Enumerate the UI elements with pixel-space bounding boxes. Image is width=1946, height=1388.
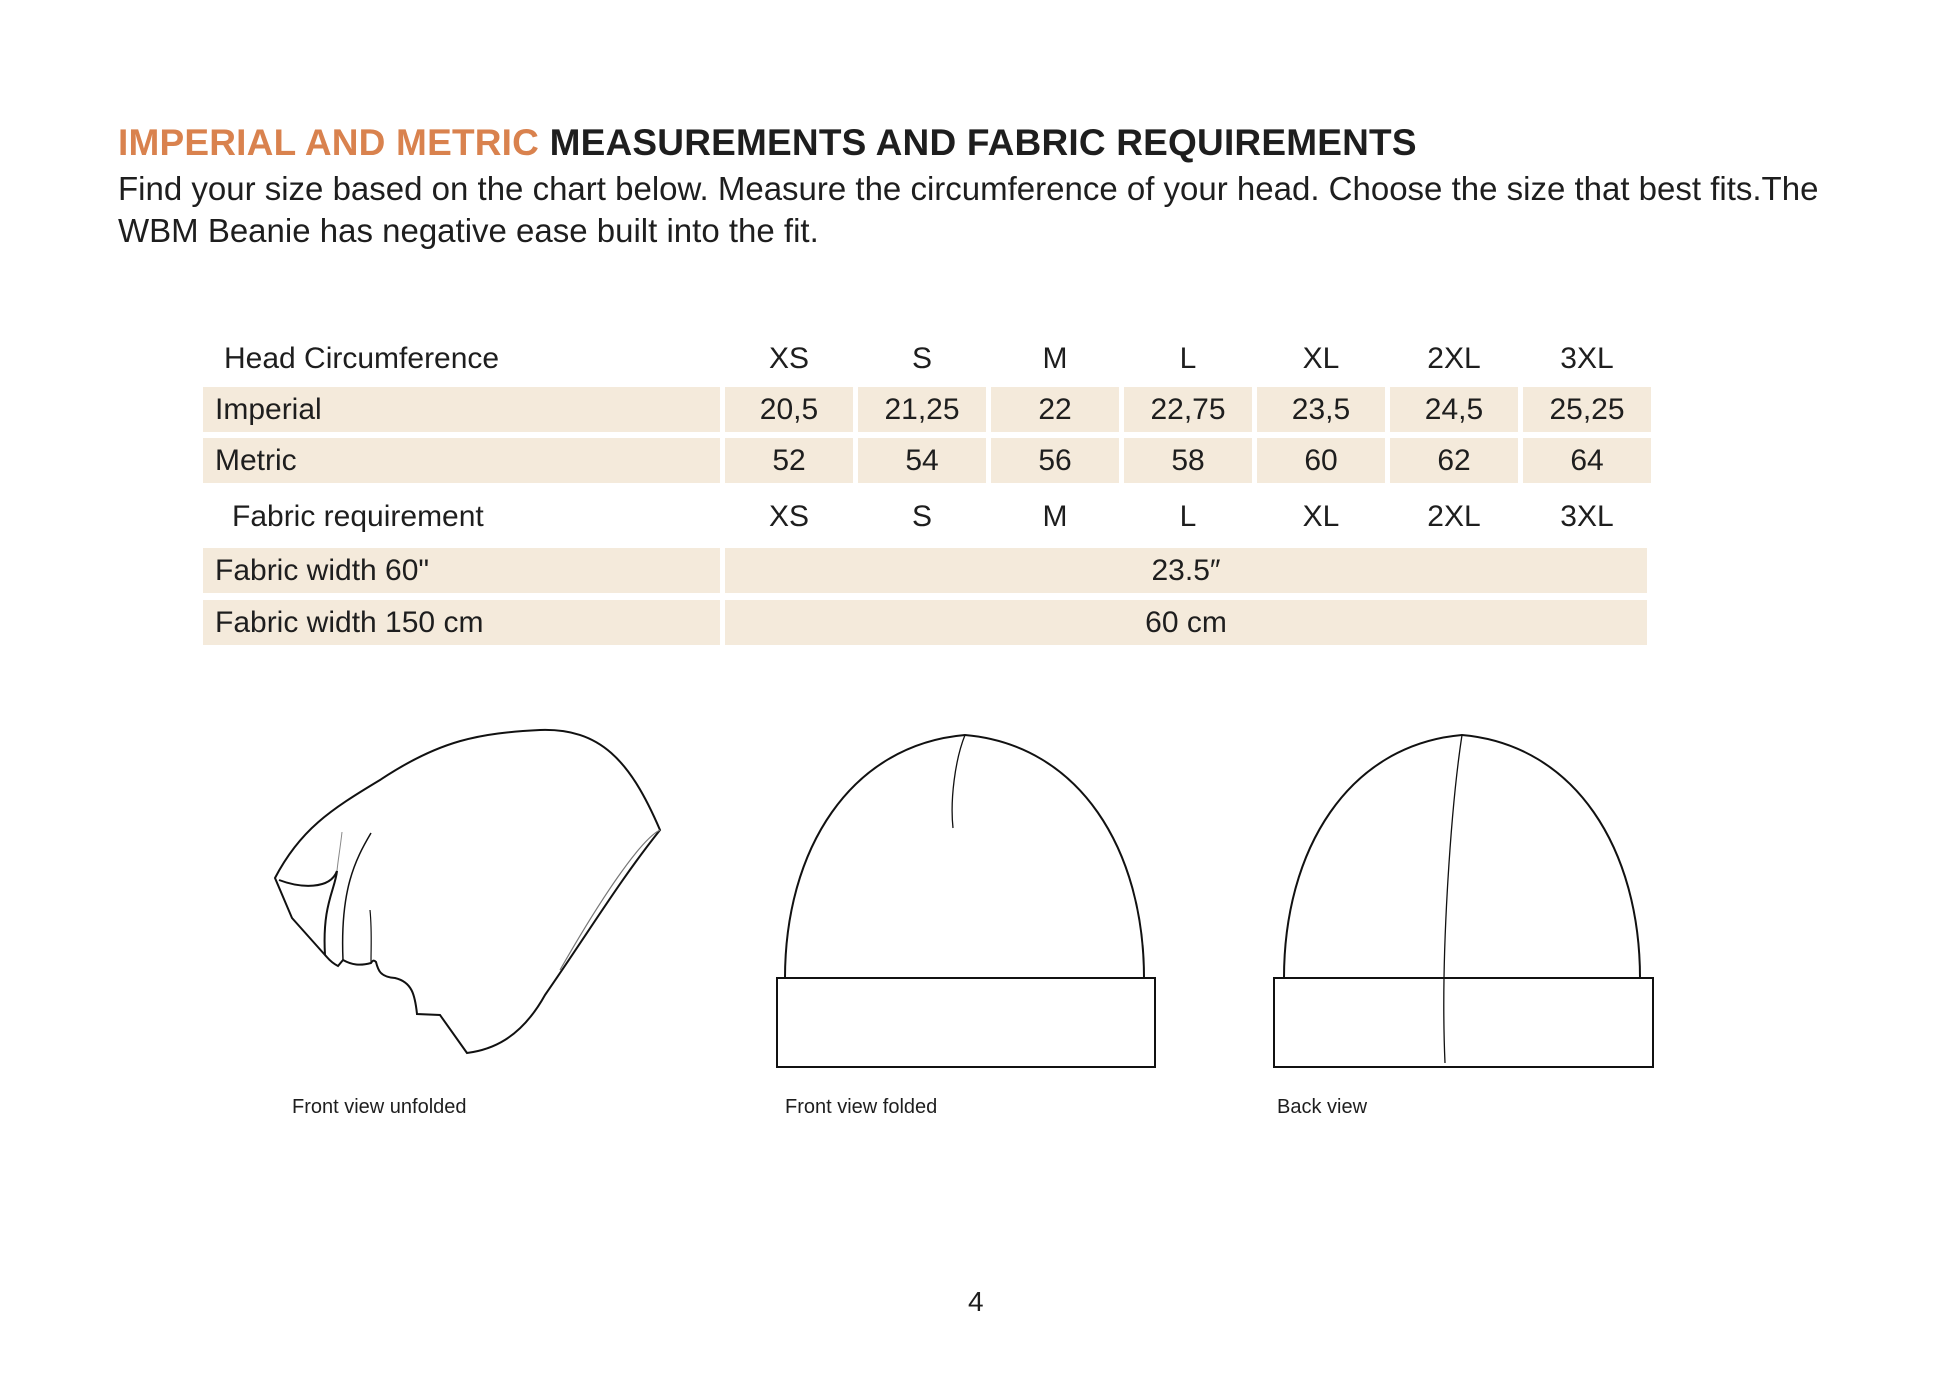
size-header: 2XL bbox=[1427, 341, 1481, 375]
size-header: M bbox=[1042, 499, 1068, 533]
metric-value: 58 bbox=[1124, 438, 1252, 483]
metric-value: 54 bbox=[858, 438, 986, 483]
fabric-150-label: Fabric width 150 cm bbox=[203, 600, 720, 645]
size-header: M bbox=[1042, 341, 1068, 375]
title-rest: MEASUREMENTS AND FABRIC REQUIREMENTS bbox=[549, 122, 1417, 163]
fabric-60-row: Fabric width 60" 23.5″ bbox=[203, 548, 1647, 593]
size-header: S bbox=[911, 499, 932, 533]
imperial-value: 22,75 bbox=[1124, 387, 1252, 432]
imperial-value: 23,5 bbox=[1257, 387, 1385, 432]
imperial-row: Imperial 20,5 21,25 22 22,75 23,5 24,5 2… bbox=[203, 387, 1651, 432]
size-header: XS bbox=[768, 499, 810, 533]
size-header: L bbox=[1179, 341, 1197, 375]
head-label: Head Circumference bbox=[224, 341, 500, 375]
beanie-unfolded-drawing bbox=[273, 728, 662, 1055]
caption-front-unfolded: Front view unfolded bbox=[292, 1096, 467, 1118]
size-header: L bbox=[1179, 499, 1197, 533]
fabric-60-value: 23.5″ bbox=[725, 548, 1647, 593]
caption-back-view: Back view bbox=[1277, 1096, 1368, 1118]
imperial-label: Imperial bbox=[203, 387, 720, 432]
metric-label: Metric bbox=[203, 438, 720, 483]
imperial-value: 24,5 bbox=[1390, 387, 1518, 432]
beanie-folded-drawing bbox=[776, 733, 1156, 1068]
metric-value: 62 bbox=[1390, 438, 1518, 483]
metric-value: 64 bbox=[1523, 438, 1651, 483]
metric-row: Metric 52 54 56 58 60 62 64 bbox=[203, 438, 1651, 483]
size-header: XS bbox=[768, 341, 810, 375]
caption-front-folded: Front view folded bbox=[785, 1096, 938, 1118]
metric-value: 52 bbox=[725, 438, 853, 483]
page-title: IMPERIAL AND METRIC MEASUREMENTS AND FAB… bbox=[118, 122, 1417, 164]
size-header: XL bbox=[1302, 499, 1340, 533]
head-header-row: Head Circumference XS S M L XL 2XL 3XL bbox=[203, 336, 1651, 381]
fabric-header-row: Fabric requirement XS S M L XL 2XL 3XL bbox=[203, 494, 1651, 539]
imperial-value: 21,25 bbox=[858, 387, 986, 432]
fabric-label: Fabric requirement bbox=[232, 499, 484, 533]
size-header: XL bbox=[1302, 341, 1340, 375]
page-number: 4 bbox=[968, 1286, 984, 1317]
size-header: 3XL bbox=[1560, 341, 1614, 375]
size-header: 3XL bbox=[1560, 499, 1614, 533]
fabric-150-value: 60 cm bbox=[725, 600, 1647, 645]
size-header: 2XL bbox=[1427, 499, 1481, 533]
imperial-value: 25,25 bbox=[1523, 387, 1651, 432]
fabric-60-label: Fabric width 60" bbox=[203, 548, 720, 593]
size-header: S bbox=[911, 341, 932, 375]
beanie-back-drawing bbox=[1273, 733, 1654, 1068]
imperial-value: 20,5 bbox=[725, 387, 853, 432]
intro-text: Find your size based on the chart below.… bbox=[118, 170, 1819, 249]
metric-value: 56 bbox=[991, 438, 1119, 483]
fabric-150-row: Fabric width 150 cm 60 cm bbox=[203, 600, 1647, 645]
title-accent: IMPERIAL AND METRIC bbox=[118, 122, 540, 163]
imperial-value: 22 bbox=[991, 387, 1119, 432]
metric-value: 60 bbox=[1257, 438, 1385, 483]
